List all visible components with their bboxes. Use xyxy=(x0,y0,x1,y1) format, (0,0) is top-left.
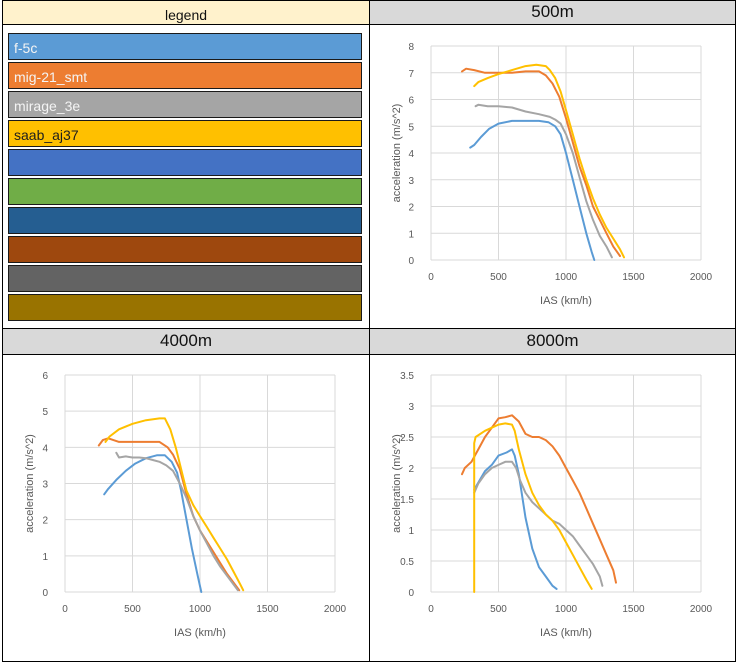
legend-label: mirage_3e xyxy=(14,98,81,114)
x-tick-label: 0 xyxy=(428,272,434,283)
series-line-f-5c xyxy=(103,454,203,593)
row-divider-middle xyxy=(2,328,736,329)
y-tick-label: 1 xyxy=(408,229,414,240)
y-tick-label: 0 xyxy=(42,588,48,599)
y-tick-label: 6 xyxy=(408,96,414,107)
y-tick-label: 4 xyxy=(408,149,414,160)
legend-title: legend xyxy=(3,1,369,24)
chart-8000m: 0 500 1000 1500 2000 0 0.5 1 1.5 2 2.5 3 3.5 IAS (km/… xyxy=(391,371,713,639)
y-tick-label: 8 xyxy=(408,42,414,53)
x-tick-label: 1500 xyxy=(622,272,645,283)
series-line-f-5c xyxy=(473,448,558,590)
x-tick-label: 2000 xyxy=(690,272,713,283)
y-tick-label: 0.5 xyxy=(400,557,414,568)
y-axis-title: acceleration (m/s^2) xyxy=(391,104,403,203)
y-tick-label: 1.5 xyxy=(400,495,414,506)
series-line-mig-21_smt xyxy=(461,414,617,584)
y-tick-label: 3 xyxy=(42,480,48,491)
x-tick-label: 500 xyxy=(490,272,507,283)
y-tick-label: 7 xyxy=(408,69,414,80)
legend-swatch xyxy=(8,265,362,292)
series-line-saab_aj37 xyxy=(473,63,625,259)
chart-title-4000m: 4000m xyxy=(3,329,369,354)
series-line-f-5c xyxy=(469,119,596,261)
y-axis-title: acceleration (m/s^2) xyxy=(391,434,403,533)
legend-swatch: mig-21_smt xyxy=(8,62,362,89)
y-tick-label: 0 xyxy=(408,588,414,599)
y-tick-label: 6 xyxy=(42,371,48,382)
x-tick-label: 1000 xyxy=(555,604,578,615)
x-tick-label: 1500 xyxy=(256,604,279,615)
column-divider xyxy=(369,0,370,662)
x-axis-title: IAS (km/h) xyxy=(540,627,592,639)
legend-swatch xyxy=(8,149,362,176)
y-tick-label: 1 xyxy=(408,526,414,537)
y-tick-label: 5 xyxy=(42,407,48,418)
x-tick-label: 1000 xyxy=(555,272,578,283)
y-tick-label: 3.5 xyxy=(400,371,414,382)
chart-title-8000m: 8000m xyxy=(370,329,735,354)
legend-label: saab_aj37 xyxy=(14,127,79,143)
series-line-mig-21_smt xyxy=(97,437,241,592)
y-tick-label: 1 xyxy=(42,552,48,563)
y-tick-label: 5 xyxy=(408,122,414,133)
series-line-mirage_3e xyxy=(115,451,239,592)
x-tick-label: 1000 xyxy=(189,604,212,615)
row-divider-top xyxy=(2,24,736,25)
series-line-mirage_3e xyxy=(473,460,604,587)
y-tick-label: 3 xyxy=(408,402,414,413)
x-tick-label: 500 xyxy=(490,604,507,615)
y-tick-label: 2 xyxy=(42,516,48,527)
x-tick-label: 0 xyxy=(62,604,68,615)
y-axis-title: acceleration (m/s^2) xyxy=(24,434,36,533)
legend-swatch: saab_aj37 xyxy=(8,120,362,147)
legend-swatch: mirage_3e xyxy=(8,91,362,118)
legend-swatch xyxy=(8,178,362,205)
row-divider-lower xyxy=(2,354,736,355)
x-axis-title: IAS (km/h) xyxy=(540,295,592,307)
x-tick-label: 0 xyxy=(428,604,434,615)
y-tick-label: 3 xyxy=(408,176,414,187)
legend-label: mig-21_smt xyxy=(14,69,88,85)
x-tick-label: 2000 xyxy=(690,604,713,615)
y-tick-label: 2 xyxy=(408,464,414,475)
series-line-mig-21_smt xyxy=(461,67,621,257)
chart-500m: 0 500 1000 1500 2000 0 1 2 3 4 5 6 7 8 IAS (km/h) accel… xyxy=(391,42,713,307)
chart-4000m: 0 500 1000 1500 2000 0 1 2 3 4 5 6 IAS (km/h) acceler… xyxy=(24,371,347,639)
y-tick-label: 0 xyxy=(408,256,414,267)
legend-swatch xyxy=(8,294,362,321)
y-tick-label: 2.5 xyxy=(400,433,414,444)
x-tick-label: 1500 xyxy=(622,604,645,615)
series-line-saab_aj37 xyxy=(473,422,593,593)
chart-title-500m: 500m xyxy=(370,1,735,24)
legend-swatch: f-5c xyxy=(8,33,362,60)
x-tick-label: 2000 xyxy=(324,604,347,615)
legend-swatch xyxy=(8,236,362,263)
series-line-saab_aj37 xyxy=(104,417,245,592)
x-axis-title: IAS (km/h) xyxy=(174,627,226,639)
legend-swatch xyxy=(8,207,362,234)
series-line-mirage_3e xyxy=(474,103,613,259)
x-tick-label: 500 xyxy=(124,604,141,615)
y-tick-label: 2 xyxy=(408,203,414,214)
legend-label: f-5c xyxy=(14,40,38,56)
y-tick-label: 4 xyxy=(42,443,48,454)
